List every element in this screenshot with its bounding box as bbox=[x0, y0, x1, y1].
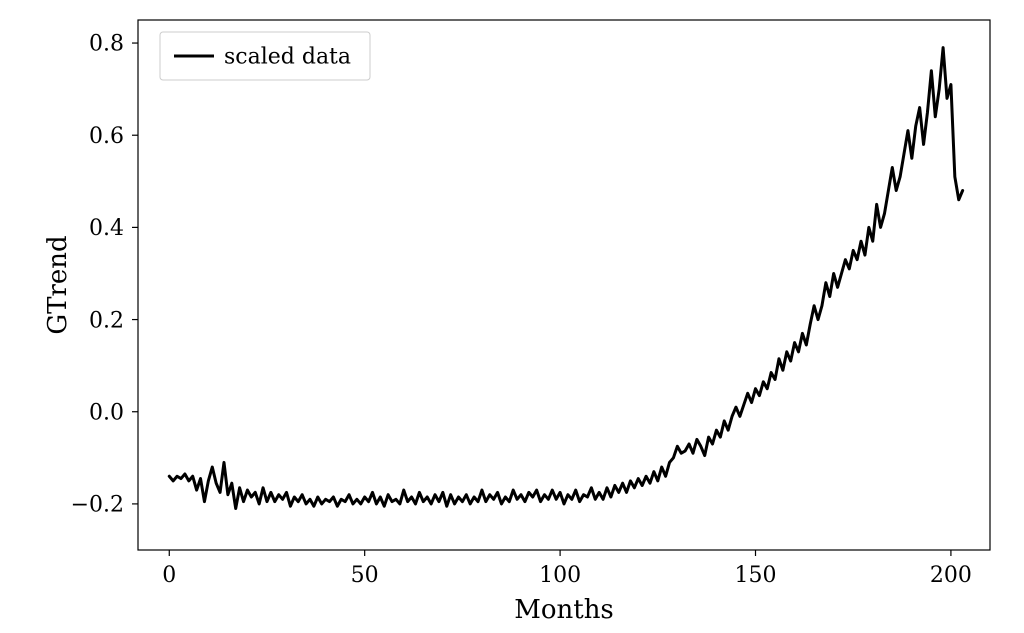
x-tick-label: 150 bbox=[735, 563, 777, 588]
y-tick-label: 0.6 bbox=[89, 124, 124, 149]
x-axis-label: Months bbox=[514, 595, 614, 625]
x-tick-label: 200 bbox=[930, 563, 972, 588]
chart-background bbox=[0, 0, 1024, 633]
legend: scaled data bbox=[160, 32, 370, 80]
y-tick-label: 0.2 bbox=[89, 308, 124, 333]
legend-label: scaled data bbox=[224, 45, 351, 70]
y-axis-label: GTrend bbox=[43, 235, 73, 334]
y-tick-label: 0.4 bbox=[89, 216, 124, 241]
line-chart: 0 50 100 150 200 −0.2 0.0 0.2 0.4 0.6 0.8 Months GTr… bbox=[0, 0, 1024, 633]
y-tick-label: −0.2 bbox=[71, 493, 124, 518]
x-tick-label: 50 bbox=[351, 563, 379, 588]
x-tick-label: 0 bbox=[162, 563, 176, 588]
chart-container: 0 50 100 150 200 −0.2 0.0 0.2 0.4 0.6 0.8 Months GTr… bbox=[0, 0, 1024, 633]
x-tick-label: 100 bbox=[539, 563, 581, 588]
y-tick-label: 0.8 bbox=[89, 32, 124, 57]
y-tick-label: 0.0 bbox=[89, 400, 124, 425]
